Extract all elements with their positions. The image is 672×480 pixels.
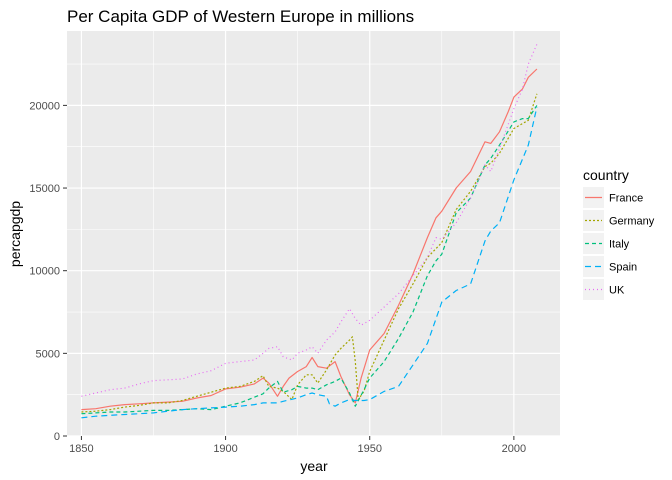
series-lines <box>81 43 538 419</box>
y-tick-label: 0 <box>54 431 60 443</box>
chart-title: Per Capita GDP of Western Europe in mill… <box>67 7 414 26</box>
legend-items: France Germany Italy Spain UK <box>583 187 655 300</box>
series-line-france <box>81 68 538 411</box>
legend-item-germany: Germany <box>583 210 655 231</box>
y-tick-label: 5000 <box>36 348 60 360</box>
legend-key-background <box>583 256 604 277</box>
legend-label: Italy <box>609 239 630 251</box>
y-tick-label: 10000 <box>29 266 60 278</box>
x-axis-title: year <box>300 458 328 474</box>
legend-label: UK <box>609 285 625 297</box>
legend-label: Spain <box>609 262 637 274</box>
x-tick-label: 1950 <box>357 443 381 455</box>
y-axis-title: percapgdp <box>7 201 23 267</box>
x-tick-label: 1900 <box>213 443 237 455</box>
series-line-germany <box>81 93 538 413</box>
legend: country France Germany Italy Spain UK <box>583 167 655 300</box>
legend-label: France <box>609 193 643 205</box>
legend-title: country <box>583 167 629 183</box>
legend-item-uk: UK <box>583 279 625 300</box>
x-axis: 1850 1900 1950 2000 <box>69 436 526 455</box>
legend-item-france: France <box>583 187 643 208</box>
x-tick-label: 2000 <box>502 443 526 455</box>
y-axis: 0 5000 10000 15000 20000 <box>29 100 67 443</box>
legend-item-italy: Italy <box>583 233 630 254</box>
series-line-italy <box>81 105 538 415</box>
y-tick-label: 20000 <box>29 100 60 112</box>
legend-label: Germany <box>609 216 655 228</box>
plot-panel <box>67 31 560 436</box>
legend-item-spain: Spain <box>583 256 637 277</box>
x-tick-label: 1850 <box>69 443 93 455</box>
y-tick-label: 15000 <box>29 183 60 195</box>
